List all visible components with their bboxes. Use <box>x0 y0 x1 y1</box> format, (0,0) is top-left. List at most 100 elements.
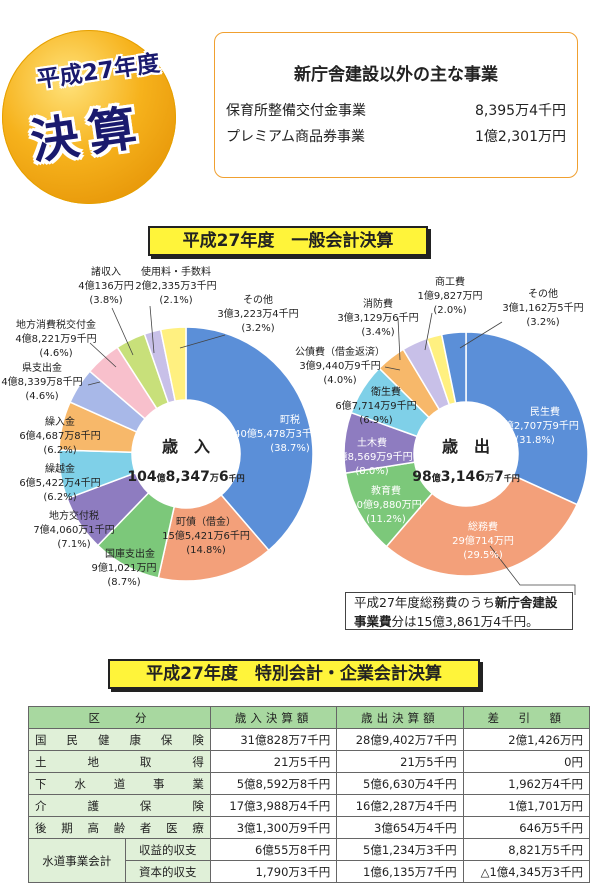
note-text: 平成27年度総務費のうち <box>354 595 495 610</box>
cell-difference: △1億4,345万3千円 <box>462 860 590 883</box>
cell-expense: 5億6,630万4千円 <box>336 772 464 795</box>
rev-label-name: 町債（借金） <box>176 515 236 528</box>
col-header-difference: 差 引 額 <box>462 706 590 729</box>
rev-label-amount: 4億8,221万9千円 <box>15 332 96 345</box>
row-subcategory: 資本的収支 <box>124 860 211 883</box>
exp-label-pct: (3.2%) <box>526 317 559 328</box>
exp-label-amount: 29億714万円 <box>452 534 514 547</box>
leader-line <box>149 305 155 354</box>
general-account-title: 平成27年度 一般会計決算 <box>148 226 428 256</box>
rev-label-name: その他 <box>243 293 273 306</box>
title-badge <box>2 30 176 204</box>
row-category: 水道事業会計 <box>28 838 126 883</box>
exp-label-amount: 10億9,880万円 <box>350 498 421 511</box>
exp-label-name: 商工費 <box>435 275 465 288</box>
exp-label-amount: 3億3,129万6千円 <box>337 311 418 324</box>
rev-label-pct: (7.1%) <box>57 539 90 550</box>
project-amount: 1億2,301万円 <box>475 129 566 145</box>
exp-label-pct: (3.4%) <box>361 327 394 338</box>
row-category: 土地取得 <box>28 750 211 773</box>
col-header-expense: 歳出決算額 <box>336 706 464 729</box>
rev-label-name: 使用料・手数料 <box>141 265 211 278</box>
revenue-labels: 町税 40億5,478万3千円 (38.7%) 町債（借金） 15億5,421万… <box>1 265 322 588</box>
rev-label-amount: 3億3,223万4千円 <box>217 307 298 320</box>
table-row: 下水道事業 5億8,592万8千円 5億6,630万4千円 1,962万4千円 <box>28 772 590 795</box>
rev-label-amount: 6億5,422万4千円 <box>19 476 100 489</box>
revenue-slices <box>58 326 314 582</box>
exp-label-name: 民生費 <box>530 405 560 418</box>
exp-label-pct: (11.2%) <box>366 514 406 525</box>
main-projects-title: 新庁舎建設以外の主な事業 <box>294 65 498 85</box>
rev-label-name: 諸収入 <box>91 265 121 278</box>
exp-label-pct: (31.8%) <box>515 435 555 446</box>
expense-slices <box>343 331 589 577</box>
exp-label-name: 教育費 <box>371 484 401 497</box>
rev-label-amount: 7億4,060万1千円 <box>33 523 114 536</box>
rev-label-pct: (4.6%) <box>25 391 58 402</box>
leader-line <box>179 334 226 349</box>
exp-label-pct: (29.5%) <box>463 550 503 561</box>
row-category: 介護保険 <box>28 794 211 817</box>
exp-label-amount: 3億1,162万5千円 <box>502 301 583 314</box>
cell-difference: 1,962万4千円 <box>462 772 590 795</box>
exp-label-name: 公債費（借金返済） <box>295 345 385 358</box>
cell-difference: 646万5千円 <box>462 816 590 839</box>
cell-expense: 16億2,287万4千円 <box>336 794 464 817</box>
general-affairs-note: 平成27年度総務費のうち新庁舎建設 事業費分は15億3,861万4千円。 <box>345 592 573 630</box>
exp-label-amount: 7億8,569万9千円 <box>331 450 412 463</box>
project-row: プレミアム商品券事業 1億2,301万円 <box>226 126 566 146</box>
exp-label-name: 消防費 <box>363 297 393 310</box>
cell-revenue: 6億55万8千円 <box>209 838 338 861</box>
exp-label-name: 土木費 <box>357 436 387 449</box>
rev-label-pct: (6.2%) <box>43 492 76 503</box>
exp-label-pct: (4.0%) <box>323 375 356 386</box>
cell-expense: 1億6,135万7千円 <box>336 860 464 883</box>
rev-label-name: 国庫支出金 <box>105 547 155 560</box>
rev-label-pct: (8.7%) <box>107 577 140 588</box>
rev-label-name: 繰入金 <box>45 415 75 428</box>
rev-label-name: 町税 <box>280 413 300 426</box>
expense-slice-0 <box>465 331 589 506</box>
cell-expense: 21万5千円 <box>336 750 464 773</box>
special-account-table: 区 分 歳入決算額 歳出決算額 差 引 額 国民健康保険 31億828万7千円 … <box>28 706 590 883</box>
leader-line <box>489 545 576 595</box>
rev-label-pct: (38.7%) <box>270 443 310 454</box>
note-highlight: 新庁舎建設 <box>494 595 558 610</box>
cell-difference: 8,821万5千円 <box>462 838 590 861</box>
leader-line <box>397 317 401 361</box>
exp-label-amount: 1億9,827万円 <box>418 289 483 302</box>
rev-label-pct: (4.6%) <box>39 348 72 359</box>
rev-label-name: 地方消費税交付金 <box>16 318 96 331</box>
exp-label-name: 衛生費 <box>371 385 401 398</box>
rev-label-amount: 4億136万円 <box>78 279 133 292</box>
cell-expense: 28億9,402万7千円 <box>336 728 464 751</box>
rev-label-pct: (6.2%) <box>43 445 76 456</box>
expense-slice-1 <box>385 474 579 577</box>
table-row: 国民健康保険 31億828万7千円 28億9,402万7千円 2億1,426万円 <box>28 728 590 751</box>
exp-label-name: その他 <box>528 287 558 300</box>
row-category: 後期高齢者医療 <box>28 816 211 839</box>
rev-label-name: 地方交付税 <box>49 509 99 522</box>
revenue-center-label: 歳 入 <box>162 437 210 456</box>
rev-label-name: 県支出金 <box>22 361 62 374</box>
cell-revenue: 1,790万3千円 <box>209 860 338 883</box>
leader-line <box>384 366 401 371</box>
expense-center-label: 歳 出 <box>442 437 490 456</box>
revenue-total: 104億8,347万6千円 <box>127 469 244 485</box>
table-header-row: 区 分 歳入決算額 歳出決算額 差 引 額 <box>28 706 590 729</box>
leader-line <box>87 381 101 386</box>
exp-label-pct: (6.9%) <box>359 415 392 426</box>
cell-expense: 3億654万4千円 <box>336 816 464 839</box>
pie-charts: 町税 40億5,478万3千円 (38.7%) 町債（借金） 15億5,421万… <box>1 265 589 595</box>
leader-line <box>89 342 117 368</box>
table-row: 介護保険 17億3,988万4千円 16億2,287万4千円 1億1,701万円 <box>28 794 590 817</box>
exp-label-pct: (2.0%) <box>433 305 466 316</box>
exp-label-amount: 6億7,714万9千円 <box>335 399 416 412</box>
cell-expense: 5億1,234万3千円 <box>336 838 464 861</box>
project-row: 保育所整備交付金事業 8,395万4千円 <box>226 100 566 120</box>
cell-difference: 1億1,701万円 <box>462 794 590 817</box>
expense-total: 98億3,146万7千円 <box>412 469 520 485</box>
rev-label-amount: 15億5,421万6千円 <box>162 529 250 542</box>
col-header-category: 区 分 <box>28 706 211 729</box>
table-row: 土地取得 21万5千円 21万5千円 0円 <box>28 750 590 773</box>
